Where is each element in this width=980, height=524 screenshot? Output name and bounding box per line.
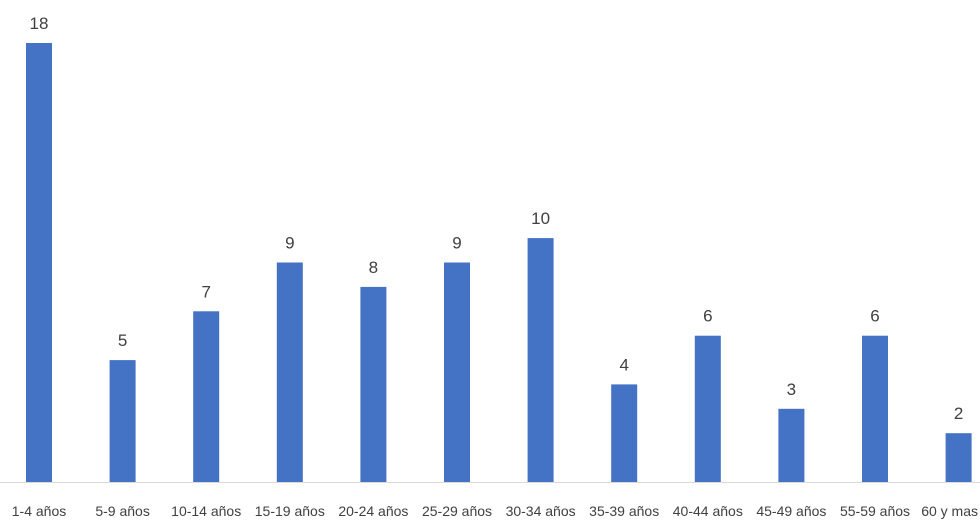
bars-group (26, 43, 972, 482)
x-tick-label: 55-59 años (840, 503, 910, 519)
data-label: 6 (703, 307, 712, 326)
data-label: 9 (452, 234, 461, 253)
bar (444, 262, 470, 482)
bar (862, 335, 888, 482)
x-tick-label: 20-24 años (338, 503, 408, 519)
bar (611, 384, 638, 482)
data-label: 5 (118, 331, 127, 350)
data-label: 9 (285, 234, 294, 253)
x-tick-labels-group: 1-4 años 5-9 años 10-14 años 15-19 años 20-2… (12, 503, 978, 519)
x-tick-label: 10-14 años (171, 503, 241, 519)
data-labels-group: 18 5 7 9 8 9 10 4 6 3 6 2 (30, 14, 964, 423)
x-tick-label: 30-34 años (506, 503, 576, 519)
bar (527, 238, 554, 482)
x-tick-label: 60 y mas (921, 503, 978, 519)
bar (26, 43, 52, 482)
x-tick-label: 40-44 años (673, 503, 743, 519)
data-label: 3 (787, 380, 796, 399)
x-tick-label: 25-29 años (422, 503, 492, 519)
data-label: 2 (954, 404, 963, 423)
bar (109, 360, 136, 482)
bar (945, 433, 972, 482)
bar (778, 408, 805, 482)
x-tick-label: 35-39 años (589, 503, 659, 519)
bar (360, 286, 387, 482)
data-label: 6 (870, 307, 879, 326)
x-tick-label: 5-9 años (95, 503, 149, 519)
x-tick-label: 45-49 años (756, 503, 826, 519)
data-label: 10 (531, 209, 550, 228)
data-label: 8 (369, 258, 378, 277)
data-label: 4 (619, 355, 628, 374)
bar (193, 311, 220, 482)
x-tick-label: 1-4 años (12, 503, 66, 519)
x-tick-label: 15-19 años (255, 503, 325, 519)
data-label: 18 (30, 14, 49, 33)
bar (694, 335, 721, 482)
bar (276, 262, 303, 482)
data-label: 7 (201, 282, 210, 301)
